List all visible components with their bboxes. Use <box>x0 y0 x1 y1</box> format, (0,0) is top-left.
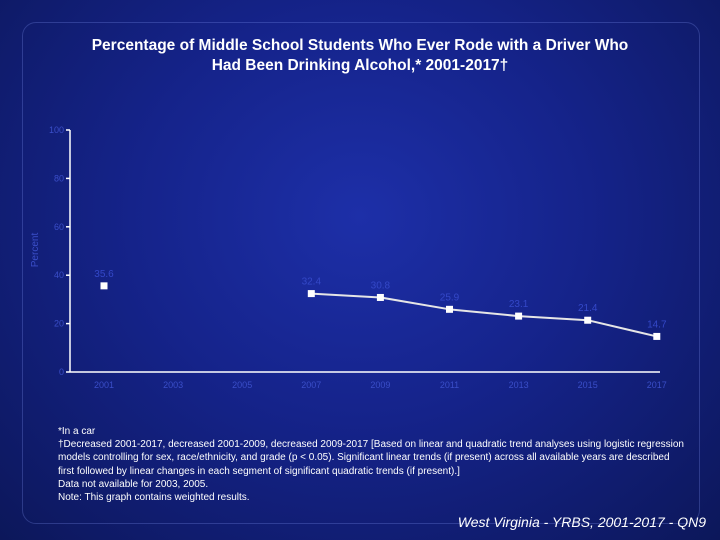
footnote-2: †Decreased 2001-2017, decreased 2001-200… <box>58 439 684 477</box>
series-line-segment <box>380 296 450 311</box>
chart-title-line-1: Percentage of Middle School Students Who… <box>91 37 629 54</box>
series-line-segment <box>449 308 519 318</box>
slide-frame <box>22 22 700 524</box>
source-label: West Virginia - YRBS, 2001-2017 - QN9 <box>457 514 706 530</box>
footnotes: *In a car †Decreased 2001-2017, decrease… <box>58 425 688 504</box>
data-point-marker <box>653 332 661 340</box>
data-label: 30.8 <box>371 280 391 291</box>
x-tick-label: 2015 <box>578 380 598 390</box>
x-tick-label: 2007 <box>301 380 321 390</box>
x-tick-label: 2005 <box>232 380 252 390</box>
x-tick-label: 2009 <box>370 380 390 390</box>
x-tick-label: 2001 <box>94 380 114 390</box>
footnote-1: *In a car <box>58 426 96 437</box>
x-tick-label: 2011 <box>440 380 459 390</box>
data-point-marker <box>515 312 523 320</box>
footnote-4: Note: This graph contains weighted resul… <box>58 492 250 504</box>
chart-title: Percentage of Middle School Students Who… <box>30 36 690 76</box>
data-point-marker <box>100 282 108 290</box>
y-tick-label: 60 <box>54 222 64 232</box>
chart-title-line-2: Had Been Drinking Alcohol,* 2001-2017† <box>211 57 509 74</box>
y-tick-label: 100 <box>49 125 64 135</box>
y-tick-label: 80 <box>54 173 64 183</box>
y-tick-label: 20 <box>54 319 64 329</box>
x-tick-label: 2017 <box>647 380 667 390</box>
data-label: 23.1 <box>509 299 529 310</box>
y-axis-label: Percent <box>30 233 41 268</box>
data-label: 32.4 <box>302 277 322 288</box>
series-line-segment <box>311 292 381 299</box>
series-line-segment <box>587 319 658 338</box>
data-point-marker <box>446 305 453 313</box>
data-point-marker <box>307 290 315 298</box>
data-label: 25.9 <box>440 292 460 303</box>
footnote-3: Data not available for 2003, 2005. <box>58 478 209 490</box>
y-tick-label: 40 <box>54 270 64 280</box>
series-line-segment <box>518 315 588 322</box>
x-tick-label: 2003 <box>163 380 183 390</box>
data-point-marker <box>376 293 384 301</box>
x-tick-label: 2013 <box>509 380 529 390</box>
data-label: 21.4 <box>578 303 598 314</box>
data-label: 14.7 <box>647 319 667 330</box>
y-tick-label: 0 <box>59 367 64 377</box>
data-point-marker <box>584 316 592 324</box>
data-label: 35.6 <box>94 269 114 280</box>
